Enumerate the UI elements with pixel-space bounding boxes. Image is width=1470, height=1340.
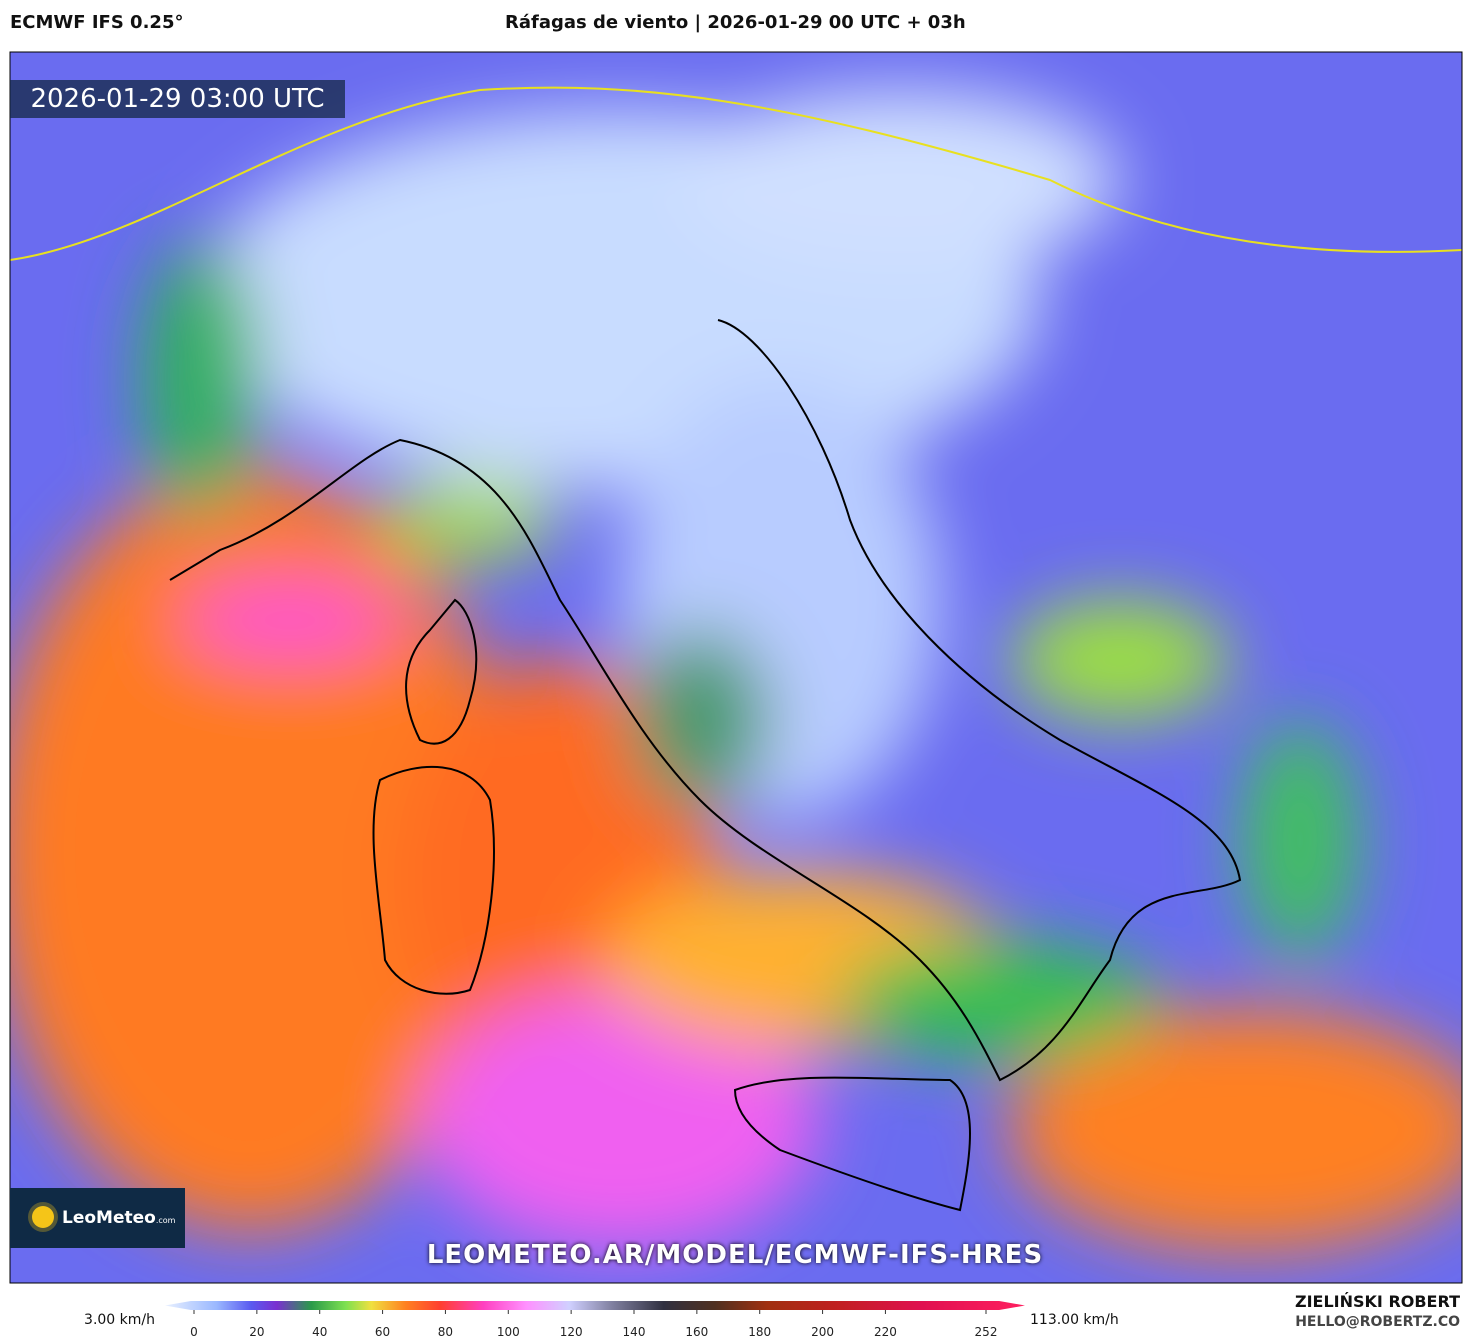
logo-text: LeoMeteo [62,1208,156,1228]
tick-label: 200 [811,1325,834,1339]
colorbar [165,1301,1025,1310]
model-name: ECMWF IFS 0.25° [10,12,184,33]
border [10,86,1462,261]
tick-label: 140 [623,1325,646,1339]
coastline [169,319,1242,1082]
map-frame [9,51,1463,1284]
tick-label: 180 [748,1325,771,1339]
wind-field [10,52,1462,1283]
tick-label: 160 [685,1325,708,1339]
author: ZIELIŃSKI ROBERT [1294,1292,1460,1311]
tick-label: 100 [497,1325,520,1339]
source-url: LEOMETEO.AR/MODEL/ECMWF-IFS-HRES [426,1240,1044,1270]
corsica [405,598,478,745]
chart-title: Ráfagas de viento | 2026-01-29 00 UTC + … [505,12,966,33]
tick-label: 220 [874,1325,897,1339]
email: HELLO@ROBERTZ.CO [1295,1314,1460,1330]
tick-label: 20 [249,1325,264,1339]
tick-label: 0 [190,1325,198,1339]
tick-label: 80 [438,1325,453,1339]
timestamp: 2026-01-29 03:00 UTC [10,80,345,118]
sardinia [372,765,495,995]
logo: LeoMeteo.com [10,1188,185,1248]
colorbar-ticks: 0 20 40 60 80 100 120 140 160 180 200 220 252 [190,1310,998,1339]
tick-label: 120 [560,1325,583,1339]
logo-suffix: .com [155,1216,176,1225]
colorbar-max-label: 113.00 km/h [1030,1312,1119,1328]
colorbar-min-label: 3.00 km/h [84,1312,155,1328]
tick-label: 40 [312,1325,327,1339]
tick-label: 60 [375,1325,390,1339]
logo-icon [32,1206,54,1228]
sicily [733,1076,971,1212]
tick-label: 252 [975,1325,998,1339]
